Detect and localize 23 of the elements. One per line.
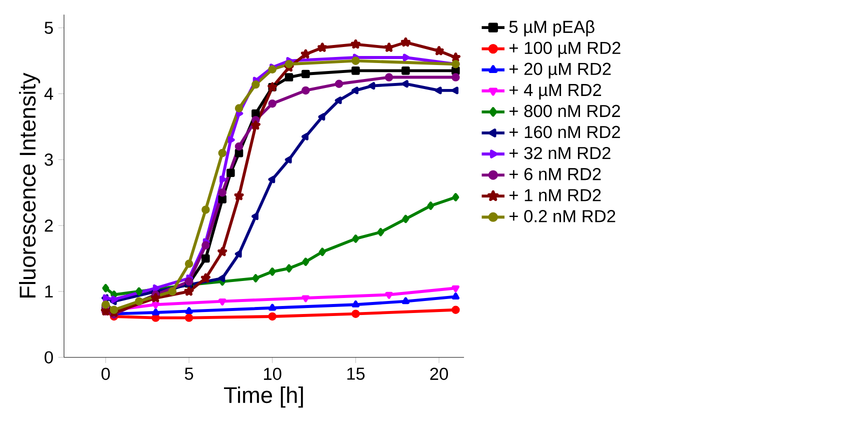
y-axis-title: Fluorescence Intensity	[19, 72, 40, 298]
y-tick-label: 2	[44, 219, 53, 232]
x-tick-label: 10	[264, 368, 282, 380]
y-tick-label: 0	[44, 351, 53, 364]
legend-label: + 6 nM RD2	[509, 168, 601, 180]
legend-label: + 160 nM RD2	[509, 126, 620, 138]
legend-label: + 32 nM RD2	[509, 146, 610, 160]
x-tick-label: 0	[102, 368, 110, 380]
legend-label: + 0.2 nM RD2	[509, 210, 616, 222]
x-tick-label: 5	[184, 368, 194, 380]
y-tick-label: 4	[44, 88, 54, 100]
x-axis-title: Time [h]	[224, 386, 303, 408]
y-tick-label: 3	[44, 154, 53, 166]
legend-label: + 800 nM RD2	[509, 104, 620, 118]
legend-label: + 20 µM RD2	[509, 62, 611, 79]
x-tick-label: 15	[347, 368, 365, 380]
legend-label: + 1 nM RD2	[509, 189, 601, 202]
y-tick-label: 5	[44, 22, 53, 34]
legend-label: 5 µM pEAβ	[509, 20, 594, 36]
legend-label: + 100 µM RD2	[509, 42, 620, 58]
legend-label: + 4 µM RD2	[509, 84, 602, 100]
y-tick-label: 1	[45, 285, 53, 298]
x-tick-label: 20	[430, 368, 448, 380]
